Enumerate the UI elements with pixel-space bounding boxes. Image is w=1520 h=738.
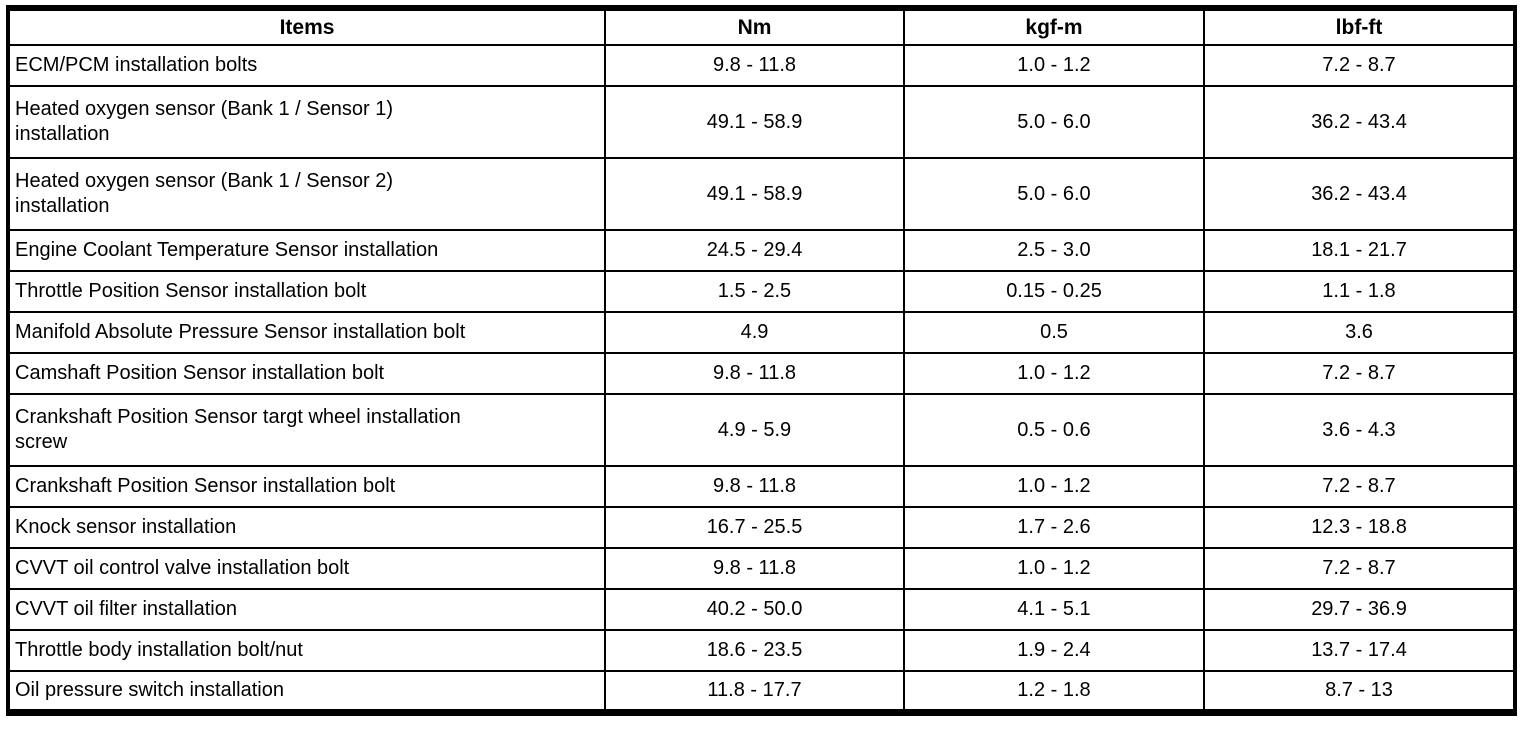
table-row: Heated oxygen sensor (Bank 1 / Sensor 2)… [7, 157, 1516, 231]
kgf-m-value-cell: 5.0 - 6.0 [903, 85, 1205, 159]
nm-value-cell: 40.2 - 50.0 [604, 588, 905, 631]
table-row: Crankshaft Position Sensor installation … [7, 465, 1516, 508]
table-body: ECM/PCM installation bolts 9.8 - 11.8 1.0 … [7, 44, 1516, 713]
lbf-ft-value-cell: 18.1 - 21.7 [1203, 229, 1516, 272]
table-row: CVVT oil filter installation 40.2 - 50.0 4… [7, 588, 1516, 631]
nm-value-cell: 11.8 - 17.7 [604, 670, 905, 713]
lbf-ft-value-cell: 3.6 [1203, 311, 1516, 354]
kgf-m-value-cell: 1.7 - 2.6 [903, 506, 1205, 549]
kgf-m-value-cell: 1.9 - 2.4 [903, 629, 1205, 672]
table-row: Throttle body installation bolt/nut 18.6 … [7, 629, 1516, 672]
col-header-lbf-ft: lbf-ft [1203, 7, 1516, 46]
table-row: CVVT oil control valve installation bolt… [7, 547, 1516, 590]
item-cell: Crankshaft Position Sensor installation … [7, 465, 606, 508]
nm-value-cell: 9.8 - 11.8 [604, 44, 905, 87]
item-cell: Heated oxygen sensor (Bank 1 / Sensor 1)… [7, 85, 606, 159]
table-row: Oil pressure switch installation 11.8 - 1… [7, 670, 1516, 713]
lbf-ft-value-cell: 8.7 - 13 [1203, 670, 1516, 713]
lbf-ft-value-cell: 29.7 - 36.9 [1203, 588, 1516, 631]
kgf-m-value-cell: 2.5 - 3.0 [903, 229, 1205, 272]
item-cell: ECM/PCM installation bolts [7, 44, 606, 87]
kgf-m-value-cell: 1.0 - 1.2 [903, 352, 1205, 395]
item-cell: Camshaft Position Sensor installation bo… [7, 352, 606, 395]
table-row: ECM/PCM installation bolts 9.8 - 11.8 1.0 … [7, 44, 1516, 87]
lbf-ft-value-cell: 36.2 - 43.4 [1203, 85, 1516, 159]
nm-value-cell: 24.5 - 29.4 [604, 229, 905, 272]
item-cell: Throttle Position Sensor installation bo… [7, 270, 606, 313]
item-cell: Engine Coolant Temperature Sensor instal… [7, 229, 606, 272]
kgf-m-value-cell: 1.0 - 1.2 [903, 465, 1205, 508]
table-row: Heated oxygen sensor (Bank 1 / Sensor 1)… [7, 85, 1516, 159]
item-cell: CVVT oil filter installation [7, 588, 606, 631]
torque-spec-page: Items Nm kgf-m lbf-ft ECM/PCM installati… [6, 5, 1517, 716]
nm-value-cell: 49.1 - 58.9 [604, 157, 905, 231]
lbf-ft-value-cell: 1.1 - 1.8 [1203, 270, 1516, 313]
lbf-ft-value-cell: 36.2 - 43.4 [1203, 157, 1516, 231]
kgf-m-value-cell: 1.0 - 1.2 [903, 44, 1205, 87]
kgf-m-value-cell: 4.1 - 5.1 [903, 588, 1205, 631]
kgf-m-value-cell: 0.5 [903, 311, 1205, 354]
lbf-ft-value-cell: 7.2 - 8.7 [1203, 44, 1516, 87]
table-row: Crankshaft Position Sensor targt wheel i… [7, 393, 1516, 467]
table-row: Throttle Position Sensor installation bo… [7, 270, 1516, 313]
item-cell: CVVT oil control valve installation bolt [7, 547, 606, 590]
table-row: Engine Coolant Temperature Sensor instal… [7, 229, 1516, 272]
header-row: Items Nm kgf-m lbf-ft [7, 7, 1516, 46]
kgf-m-value-cell: 0.15 - 0.25 [903, 270, 1205, 313]
kgf-m-value-cell: 0.5 - 0.6 [903, 393, 1205, 467]
table-row: Camshaft Position Sensor installation bo… [7, 352, 1516, 395]
item-cell: Heated oxygen sensor (Bank 1 / Sensor 2)… [7, 157, 606, 231]
kgf-m-value-cell: 1.2 - 1.8 [903, 670, 1205, 713]
lbf-ft-value-cell: 3.6 - 4.3 [1203, 393, 1516, 467]
col-header-kgf-m: kgf-m [903, 7, 1205, 46]
lbf-ft-value-cell: 7.2 - 8.7 [1203, 465, 1516, 508]
item-cell: Throttle body installation bolt/nut [7, 629, 606, 672]
nm-value-cell: 49.1 - 58.9 [604, 85, 905, 159]
item-cell: Knock sensor installation [7, 506, 606, 549]
nm-value-cell: 9.8 - 11.8 [604, 547, 905, 590]
nm-value-cell: 18.6 - 23.5 [604, 629, 905, 672]
lbf-ft-value-cell: 7.2 - 8.7 [1203, 352, 1516, 395]
nm-value-cell: 9.8 - 11.8 [604, 465, 905, 508]
lbf-ft-value-cell: 7.2 - 8.7 [1203, 547, 1516, 590]
kgf-m-value-cell: 5.0 - 6.0 [903, 157, 1205, 231]
lbf-ft-value-cell: 13.7 - 17.4 [1203, 629, 1516, 672]
item-cell: Oil pressure switch installation [7, 670, 606, 713]
nm-value-cell: 4.9 [604, 311, 905, 354]
item-cell: Manifold Absolute Pressure Sensor instal… [7, 311, 606, 354]
torque-spec-table: Items Nm kgf-m lbf-ft ECM/PCM installati… [6, 5, 1517, 716]
lbf-ft-value-cell: 12.3 - 18.8 [1203, 506, 1516, 549]
nm-value-cell: 4.9 - 5.9 [604, 393, 905, 467]
col-header-items: Items [7, 7, 606, 46]
item-cell: Crankshaft Position Sensor targt wheel i… [7, 393, 606, 467]
table-row: Manifold Absolute Pressure Sensor instal… [7, 311, 1516, 354]
kgf-m-value-cell: 1.0 - 1.2 [903, 547, 1205, 590]
col-header-nm: Nm [604, 7, 905, 46]
nm-value-cell: 16.7 - 25.5 [604, 506, 905, 549]
table-row: Knock sensor installation 16.7 - 25.5 1.7 … [7, 506, 1516, 549]
nm-value-cell: 1.5 - 2.5 [604, 270, 905, 313]
nm-value-cell: 9.8 - 11.8 [604, 352, 905, 395]
